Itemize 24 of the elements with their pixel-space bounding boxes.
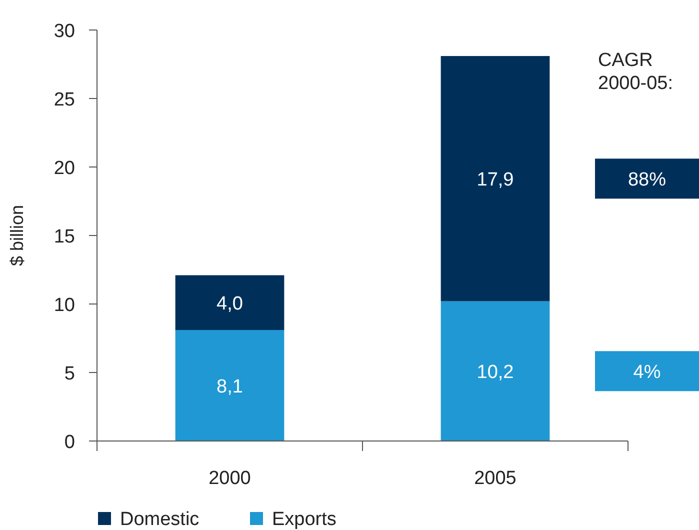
- annotation: 88%: [628, 170, 666, 191]
- y-tick-label: 30: [54, 21, 75, 42]
- annotation: CAGR 2000-05:: [598, 50, 674, 94]
- legend-label: Exports: [272, 509, 336, 530]
- y-tick-label: 10: [54, 295, 75, 316]
- data-label: 10,2: [476, 362, 514, 384]
- x-tick-label: 2000: [208, 468, 251, 489]
- bar: [440, 301, 550, 441]
- data-label: 4,0: [216, 294, 243, 315]
- data-label: 17,9: [476, 170, 514, 191]
- bar: [175, 330, 284, 441]
- label-box: 4%: [595, 351, 699, 392]
- bar: [440, 56, 550, 302]
- data-label: 8,1: [216, 376, 243, 398]
- legend-label: Domestic: [120, 509, 200, 530]
- label-box: 88%: [595, 158, 699, 199]
- y-tick-label: 15: [54, 226, 75, 248]
- bar: [175, 275, 284, 330]
- y-axis-title: $ billion: [7, 204, 27, 266]
- y-tick-label: 5: [64, 364, 75, 384]
- y-tick-label: 0: [64, 432, 75, 453]
- y-tick-label: 25: [54, 90, 75, 110]
- x-tick-label: 2005: [474, 468, 516, 489]
- y-tick-label: 20: [54, 158, 75, 179]
